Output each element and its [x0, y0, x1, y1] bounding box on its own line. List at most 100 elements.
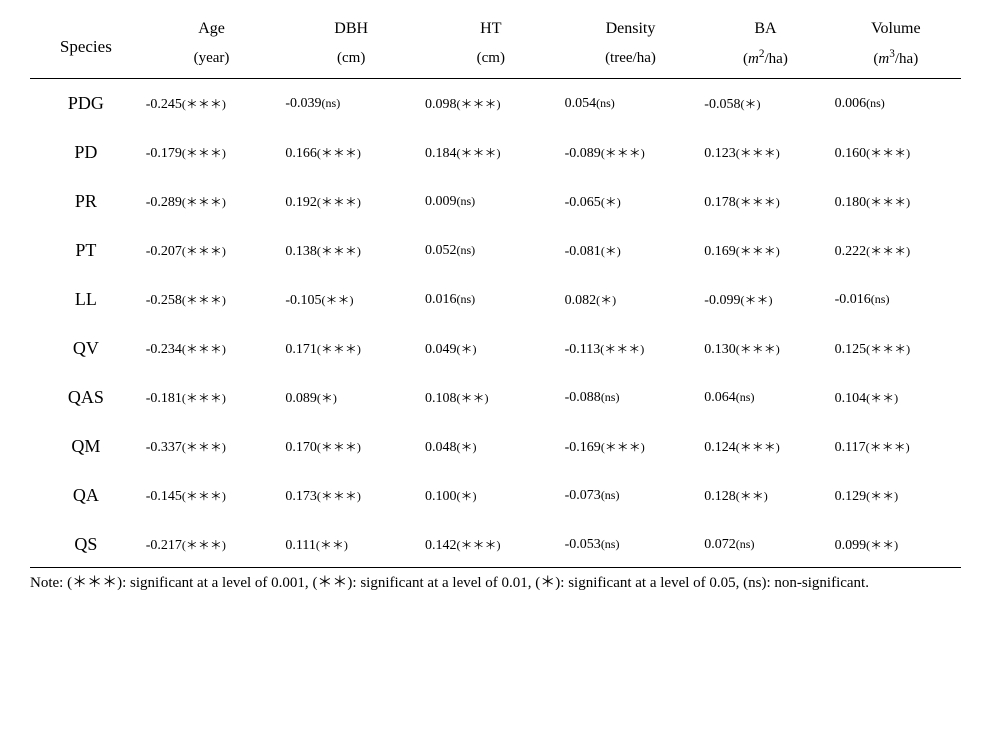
cell-species: QAS	[30, 373, 142, 422]
table-row: LL-0.258(＊＊＊)-0.105(＊＊)0.016(ns)0.082(＊)…	[30, 275, 961, 324]
table-row: PDG-0.245(＊＊＊)-0.039(ns)0.098(＊＊＊)0.054(…	[30, 79, 961, 129]
table-row: QA-0.145(＊＊＊)0.173(＊＊＊)0.100(＊)-0.073(ns…	[30, 471, 961, 520]
cell-ht: 0.098(＊＊＊)	[421, 79, 561, 129]
cell-age: -0.207(＊＊＊)	[142, 226, 282, 275]
cell-ba: -0.058(＊)	[700, 79, 830, 129]
cell-dbh: -0.039(ns)	[281, 79, 421, 129]
cell-ba: -0.099(＊＊)	[700, 275, 830, 324]
table-row: PT-0.207(＊＊＊)0.138(＊＊＊)0.052(ns)-0.081(＊…	[30, 226, 961, 275]
th-age-unit: (year)	[142, 42, 282, 79]
cell-species: QV	[30, 324, 142, 373]
table-row: QM-0.337(＊＊＊)0.170(＊＊＊)0.048(＊)-0.169(＊＊…	[30, 422, 961, 471]
note-sig-001: (＊＊＊): significant at a level of 0.001,	[67, 575, 312, 591]
cell-volume: 0.222(＊＊＊)	[831, 226, 961, 275]
cell-density: -0.089(＊＊＊)	[561, 128, 701, 177]
cell-species: PDG	[30, 79, 142, 129]
cell-dbh: 0.171(＊＊＊)	[281, 324, 421, 373]
th-volume: Volume	[831, 20, 961, 42]
th-ht: HT	[421, 20, 561, 42]
footnote: Note: (＊＊＊): significant at a level of 0…	[30, 572, 961, 595]
cell-ht: 0.009(ns)	[421, 177, 561, 226]
note-prefix: Note:	[30, 575, 67, 591]
cell-dbh: 0.173(＊＊＊)	[281, 471, 421, 520]
cell-species: PR	[30, 177, 142, 226]
th-ht-unit: (cm)	[421, 42, 561, 79]
cell-ht: 0.108(＊＊)	[421, 373, 561, 422]
cell-density: -0.065(＊)	[561, 177, 701, 226]
cell-volume: 0.160(＊＊＊)	[831, 128, 961, 177]
cell-species: QA	[30, 471, 142, 520]
cell-volume: 0.006(ns)	[831, 79, 961, 129]
cell-species: PD	[30, 128, 142, 177]
table-row: QS-0.217(＊＊＊)0.111(＊＊)0.142(＊＊＊)-0.053(n…	[30, 520, 961, 568]
cell-dbh: -0.105(＊＊)	[281, 275, 421, 324]
cell-age: -0.234(＊＊＊)	[142, 324, 282, 373]
cell-age: -0.258(＊＊＊)	[142, 275, 282, 324]
cell-ba: 0.128(＊＊)	[700, 471, 830, 520]
cell-density: -0.081(＊)	[561, 226, 701, 275]
cell-density: -0.073(ns)	[561, 471, 701, 520]
cell-ht: 0.142(＊＊＊)	[421, 520, 561, 568]
cell-volume: 0.129(＊＊)	[831, 471, 961, 520]
cell-dbh: 0.192(＊＊＊)	[281, 177, 421, 226]
cell-density: -0.053(ns)	[561, 520, 701, 568]
cell-age: -0.179(＊＊＊)	[142, 128, 282, 177]
cell-volume: 0.099(＊＊)	[831, 520, 961, 568]
cell-age: -0.289(＊＊＊)	[142, 177, 282, 226]
cell-species: LL	[30, 275, 142, 324]
cell-volume: 0.180(＊＊＊)	[831, 177, 961, 226]
cell-ba: 0.178(＊＊＊)	[700, 177, 830, 226]
cell-dbh: 0.111(＊＊)	[281, 520, 421, 568]
cell-ba: 0.072(ns)	[700, 520, 830, 568]
cell-age: -0.217(＊＊＊)	[142, 520, 282, 568]
table-row: PD-0.179(＊＊＊)0.166(＊＊＊)0.184(＊＊＊)-0.089(…	[30, 128, 961, 177]
cell-age: -0.337(＊＊＊)	[142, 422, 282, 471]
stats-table: Species Age DBH HT Density BA Volume (ye…	[30, 20, 961, 568]
cell-ht: 0.016(ns)	[421, 275, 561, 324]
cell-ht: 0.184(＊＊＊)	[421, 128, 561, 177]
th-ba: BA	[700, 20, 830, 42]
cell-ht: 0.100(＊)	[421, 471, 561, 520]
cell-density: -0.088(ns)	[561, 373, 701, 422]
th-volume-unit: (m3/ha)	[831, 42, 961, 79]
cell-species: QS	[30, 520, 142, 568]
note-sig-05: (＊): significant at a level of 0.05,	[535, 575, 743, 591]
cell-species: PT	[30, 226, 142, 275]
cell-density: -0.113(＊＊＊)	[561, 324, 701, 373]
cell-volume: 0.125(＊＊＊)	[831, 324, 961, 373]
cell-ht: 0.048(＊)	[421, 422, 561, 471]
cell-ba: 0.123(＊＊＊)	[700, 128, 830, 177]
table-row: QV-0.234(＊＊＊)0.171(＊＊＊)0.049(＊)-0.113(＊＊…	[30, 324, 961, 373]
cell-density: -0.169(＊＊＊)	[561, 422, 701, 471]
cell-age: -0.145(＊＊＊)	[142, 471, 282, 520]
cell-species: QM	[30, 422, 142, 471]
cell-density: 0.082(＊)	[561, 275, 701, 324]
table-row: QAS-0.181(＊＊＊)0.089(＊)0.108(＊＊)-0.088(ns…	[30, 373, 961, 422]
cell-dbh: 0.166(＊＊＊)	[281, 128, 421, 177]
cell-ht: 0.049(＊)	[421, 324, 561, 373]
cell-ht: 0.052(ns)	[421, 226, 561, 275]
cell-ba: 0.169(＊＊＊)	[700, 226, 830, 275]
cell-age: -0.245(＊＊＊)	[142, 79, 282, 129]
cell-density: 0.054(ns)	[561, 79, 701, 129]
th-species: Species	[30, 20, 142, 79]
cell-dbh: 0.089(＊)	[281, 373, 421, 422]
cell-age: -0.181(＊＊＊)	[142, 373, 282, 422]
cell-dbh: 0.170(＊＊＊)	[281, 422, 421, 471]
th-density-unit: (tree/ha)	[561, 42, 701, 79]
cell-volume: 0.104(＊＊)	[831, 373, 961, 422]
cell-ba: 0.124(＊＊＊)	[700, 422, 830, 471]
th-dbh-unit: (cm)	[281, 42, 421, 79]
th-density: Density	[561, 20, 701, 42]
cell-ba: 0.130(＊＊＊)	[700, 324, 830, 373]
cell-dbh: 0.138(＊＊＊)	[281, 226, 421, 275]
th-age: Age	[142, 20, 282, 42]
note-sig-01: (＊＊): significant at a level of 0.01,	[312, 575, 535, 591]
th-ba-unit: (m2/ha)	[700, 42, 830, 79]
table-header: Species Age DBH HT Density BA Volume (ye…	[30, 20, 961, 79]
table-body: PDG-0.245(＊＊＊)-0.039(ns)0.098(＊＊＊)0.054(…	[30, 79, 961, 568]
cell-volume: 0.117(＊＊＊)	[831, 422, 961, 471]
cell-ba: 0.064(ns)	[700, 373, 830, 422]
table-row: PR-0.289(＊＊＊)0.192(＊＊＊)0.009(ns)-0.065(＊…	[30, 177, 961, 226]
note-ns: (ns): non-significant.	[743, 575, 869, 591]
